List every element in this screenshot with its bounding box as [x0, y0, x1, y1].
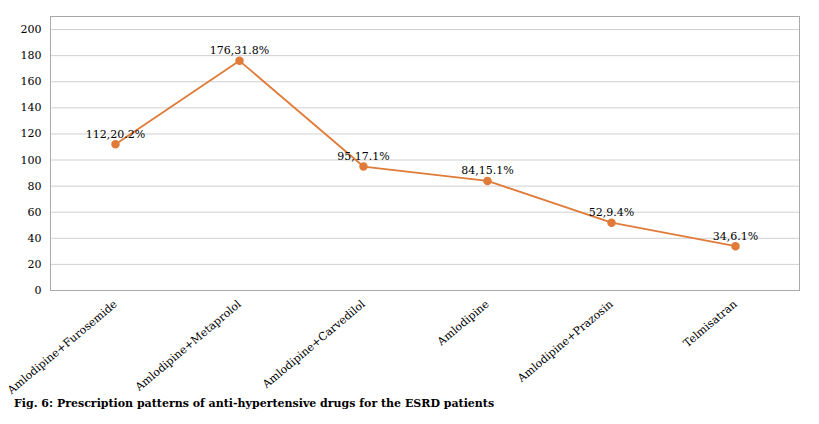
html-text:Fig. 6: Prescription patterns: Fig. 6: Prescription patterns of anti-hy…: [14, 397, 495, 410]
svg-text:60: 60: [28, 206, 42, 219]
svg-text:34,6.1%: 34,6.1%: [713, 230, 758, 243]
svg-text:95,17.1%: 95,17.1%: [337, 150, 389, 163]
svg-text:100: 100: [21, 154, 42, 167]
svg-text:84,15.1%: 84,15.1%: [461, 164, 513, 177]
svg-text:80: 80: [28, 180, 42, 193]
svg-text:Amlodipine+Furosemide: Amlodipine+Furosemide: [4, 298, 119, 395]
svg-text:112,20.2%: 112,20.2%: [86, 128, 145, 141]
svg-text:Amlodipine+Carvedilol: Amlodipine+Carvedilol: [259, 297, 368, 391]
svg-text:0: 0: [35, 284, 42, 297]
svg-text:200: 200: [21, 23, 42, 36]
svg-text:140: 140: [21, 101, 42, 114]
svg-text:Telmisatran: Telmisatran: [681, 298, 740, 350]
svg-text:20: 20: [28, 258, 42, 271]
svg-text:180: 180: [21, 49, 42, 62]
svg-text:40: 40: [28, 232, 42, 245]
svg-text:176,31.8%: 176,31.8%: [210, 44, 269, 57]
svg-text:160: 160: [21, 75, 42, 88]
svg-text:52,9.4%: 52,9.4%: [589, 206, 634, 219]
svg-text:Amlodipine: Amlodipine: [434, 298, 492, 349]
svg-text:Amlodipine+Metaprolol: Amlodipine+Metaprolol: [132, 297, 244, 394]
svg-text:Amlodipine+Prazosin: Amlodipine+Prazosin: [514, 298, 615, 386]
svg-text:120: 120: [21, 127, 42, 140]
